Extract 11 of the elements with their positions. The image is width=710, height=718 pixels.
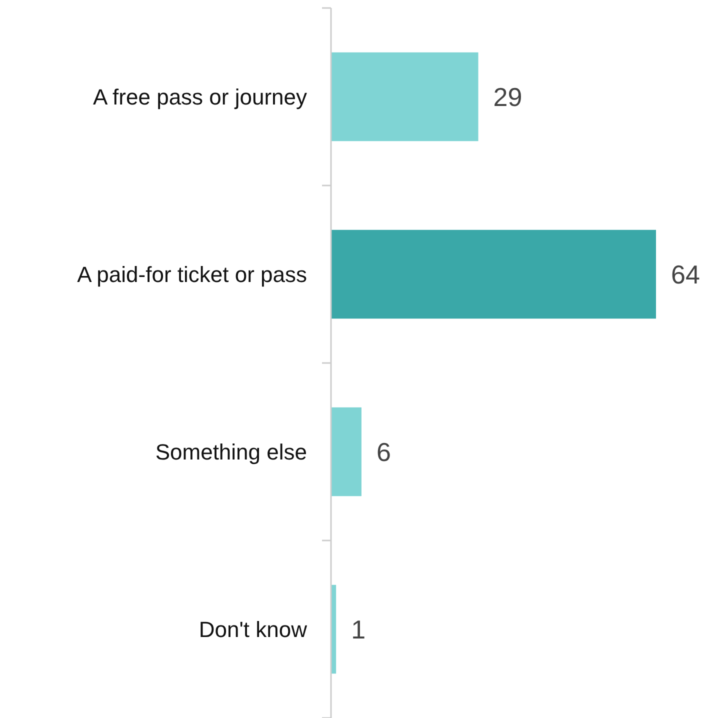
bar [331,407,362,496]
bar [331,230,656,319]
data-label: 1 [351,614,366,644]
y-tick-label: Don't know [198,616,308,642]
data-label: 6 [376,436,391,467]
bar [331,52,478,142]
y-tick-label: Something else [155,439,307,464]
y-tick-label: A free pass or journey [92,84,307,110]
data-label: 64 [671,259,700,290]
data-label: 29 [493,82,522,112]
y-tick-label: A paid-for ticket or pass [77,262,307,287]
